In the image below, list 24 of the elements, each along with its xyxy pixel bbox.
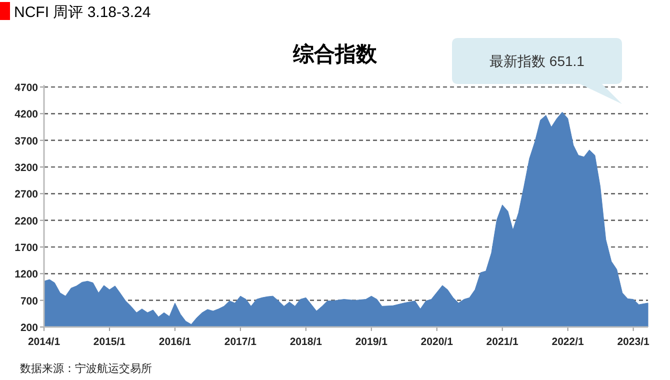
source-note: 数据来源：宁波航运交易所 — [20, 362, 152, 375]
y-tick-label: 3700 — [14, 135, 38, 148]
x-tick-label: 2014/1 — [28, 336, 60, 348]
text: 最新指数 651.1 — [490, 53, 585, 69]
y-tick-label: 1700 — [14, 242, 38, 254]
y-tick-label: 2700 — [14, 188, 38, 201]
y-tick-label: 3200 — [14, 162, 38, 174]
y-tick-label: 4700 — [14, 82, 38, 94]
y-tick-label: 200 — [20, 322, 38, 334]
x-tick-label: 2023/1 — [617, 336, 650, 348]
x-tick-label: 2019/1 — [355, 336, 388, 348]
chart-title: 综合指数 — [292, 42, 378, 66]
y-tick-label: 1200 — [14, 268, 38, 281]
x-tick-label: 2020/1 — [420, 336, 454, 348]
y-tick-label: 2200 — [14, 215, 38, 228]
y-tick-label: 700 — [20, 295, 38, 308]
x-tick-label: 2021/1 — [486, 336, 519, 348]
x-tick-label: 2016/1 — [158, 336, 192, 348]
x-tick-label: 2015/1 — [93, 336, 126, 348]
chart-subtitle: NCFI 周评 3.18-3.24 — [14, 4, 151, 21]
x-tick-label: 2017/1 — [224, 336, 257, 348]
x-tick-label: 2018/1 — [290, 336, 322, 348]
x-tick-label: 2022/1 — [552, 336, 584, 348]
y-tick-label: 4200 — [14, 108, 38, 121]
